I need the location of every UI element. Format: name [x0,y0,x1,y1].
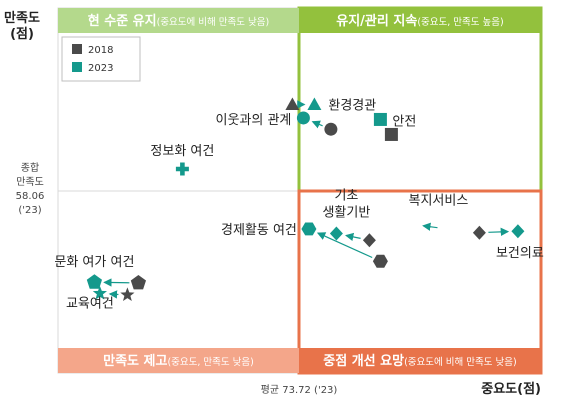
legend-label-2023: 2023 [88,63,113,74]
legend-swatch-2023 [72,62,82,72]
quadrant-top-right-band [299,8,541,33]
item-5-marker-2023 [329,226,343,241]
item-6-marker-2023 [408,217,416,231]
item-1-marker-2023 [296,111,310,125]
item-0-label: 환경경관 [328,98,376,113]
item-6-change-arrow [422,222,438,231]
quadrant-top-left-frame [57,7,300,192]
quadrant-top-right-title: 유지/관리 지속(중요도, 만족도 높음) [336,13,503,29]
item-9-change-arrow [108,290,119,299]
item-7-change-arrow [488,227,510,237]
y-mean-label-2: 58.06 [16,191,45,202]
x-axis-title: 중요도(점) [481,382,541,397]
item-6-label: 복지서비스 [408,193,468,208]
item-0-marker-2018 [285,97,300,110]
quadrant-bottom-left-title: 만족도 제고(중요도, 만족도 낮음) [103,353,254,369]
item-4-change-arrow [316,232,373,259]
x-mean-label: 평균 73.72 ('23) [261,384,338,396]
y-mean-label-0: 종합 [21,162,39,174]
item-5-label-0: 기초 [334,188,358,203]
item-7-marker-2023 [511,224,525,239]
item-9-marker-2023 [92,286,107,300]
item-8-marker-2018 [130,275,146,290]
legend-label-2018: 2018 [88,45,113,56]
item-2-label: 안전 [392,114,416,129]
quadrant-bottom-right-band [299,348,541,373]
item-5-change-arrow [345,232,361,242]
item-1-marker-2018 [324,122,338,136]
y-axis-title-line1: 만족도 [4,10,40,26]
legend-swatch-2018 [72,44,82,54]
item-2-marker-2023 [373,112,387,126]
item-2-marker-2018 [384,127,398,141]
quadrant-top-left-title: 현 수준 유지(중요도에 비해 만족도 낮음) [88,13,269,29]
quadrant-top-left-band [58,8,299,33]
quadrant-bottom-right-title: 중점 개선 요망(중요도에 비해 만족도 낮음) [323,353,516,369]
quadrant-bottom-left-band [58,348,299,373]
item-7-label: 보건의료 [496,246,544,261]
item-0-marker-2023 [307,97,322,110]
item-1-label: 이웃과의 관계 [215,113,291,128]
item-1-change-arrow [311,120,323,129]
item-6-marker-2018 [441,222,449,236]
item-4-marker-2018 [372,254,388,268]
y-axis-title-line2: (점) [10,27,34,42]
item-8-label: 문화 여가 여건 [54,255,134,270]
y-mean-label-3: ('23) [18,205,41,216]
item-3-label: 정보화 여건 [150,144,214,159]
item-4-marker-2023 [301,222,317,236]
item-7-marker-2018 [472,225,486,240]
item-3-marker-2023 [175,162,189,176]
y-mean-label-1: 만족도 [16,176,44,188]
item-4-label: 경제활동 여건 [221,223,297,238]
item-5-label-1: 생활기반 [322,205,370,220]
item-5-marker-2018 [362,233,376,248]
item-9-label: 교육여건 [66,296,114,311]
item-9-marker-2018 [120,287,135,301]
legend-box [61,36,141,82]
item-8-marker-2023 [86,274,102,289]
